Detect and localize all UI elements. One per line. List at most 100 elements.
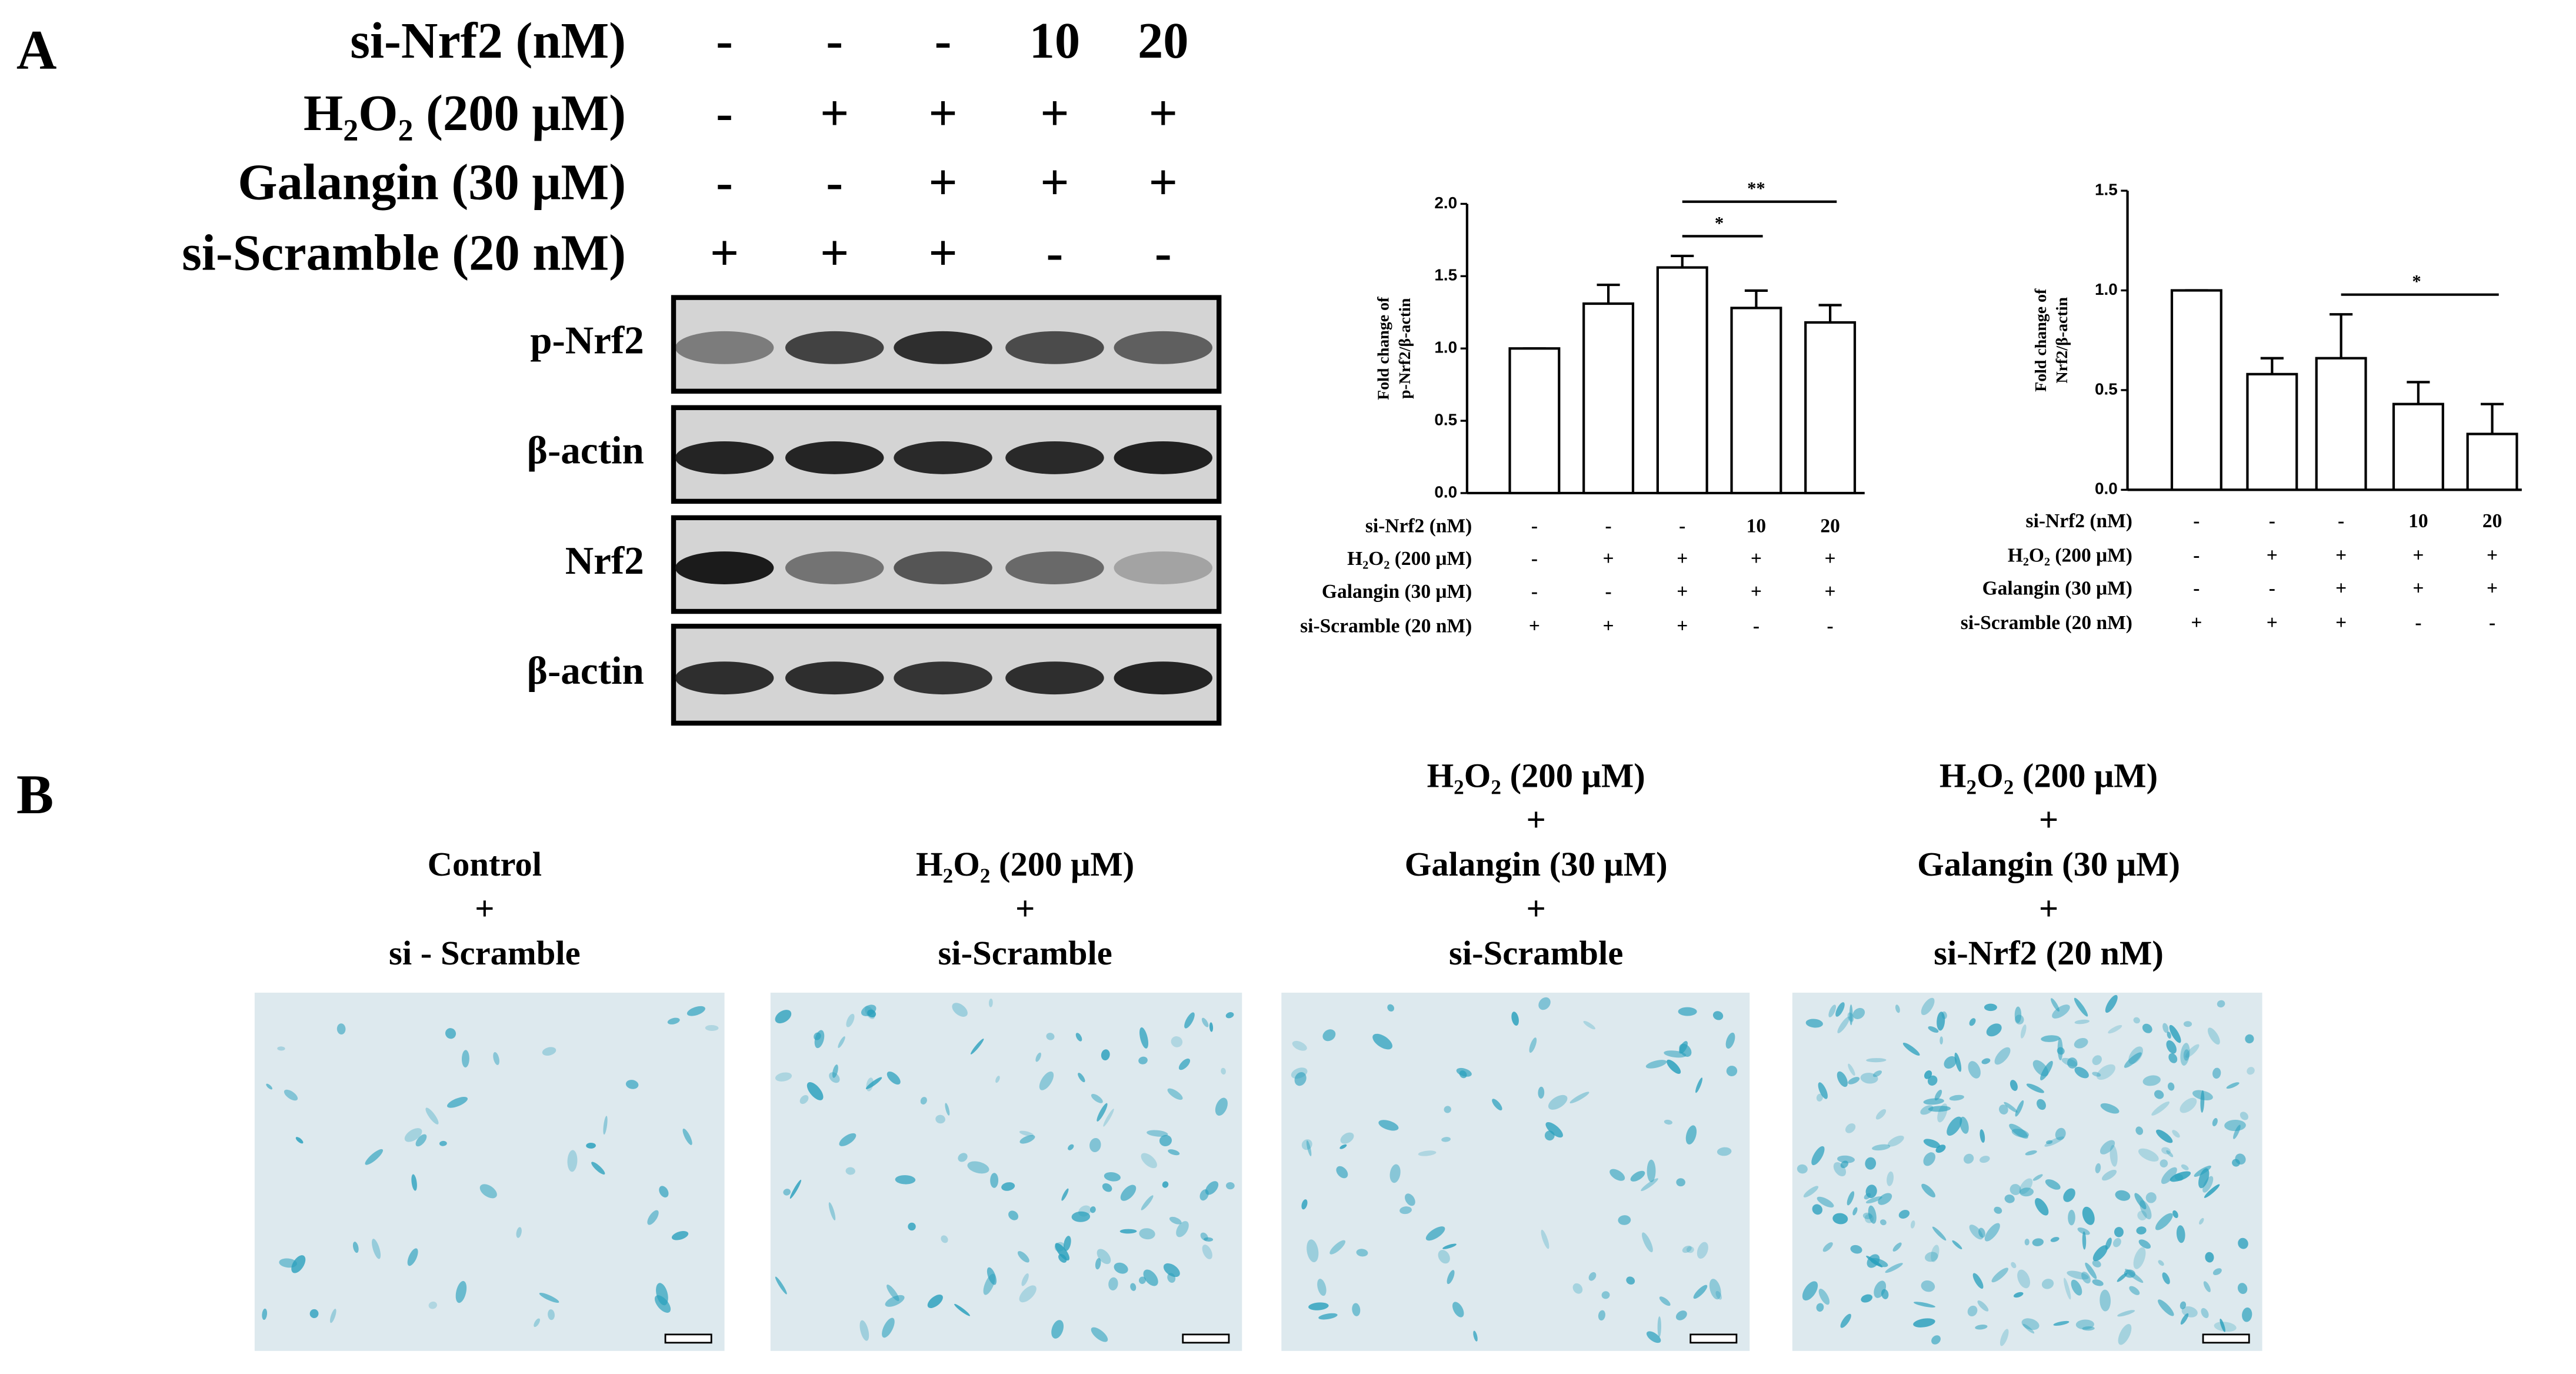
cell	[1984, 1223, 2000, 1242]
condition-value: +	[1825, 548, 1836, 570]
cell	[1572, 1283, 1583, 1294]
cell	[1679, 1043, 1692, 1057]
cell	[2045, 1140, 2053, 1145]
y-tick-label: 0.0	[2095, 480, 2118, 498]
cell	[2166, 1040, 2177, 1054]
cell	[1071, 1211, 1091, 1222]
cell	[1294, 1072, 1307, 1086]
cell	[1978, 1227, 1985, 1238]
cell	[2071, 1279, 2082, 1296]
cell	[1840, 1160, 1848, 1169]
condition-value: -	[2193, 545, 2200, 567]
cell	[2161, 1167, 2177, 1185]
condition-value: +	[1529, 616, 1540, 637]
condition-value: +	[1751, 548, 1762, 570]
micrograph	[254, 992, 725, 1351]
cell	[2105, 994, 2118, 1013]
cell	[1925, 1252, 1938, 1262]
cell	[548, 1309, 555, 1320]
condition-value: +	[820, 85, 849, 141]
cell	[1452, 1302, 1464, 1318]
cell	[859, 1320, 869, 1341]
cell	[1209, 1022, 1214, 1032]
image-caption: +	[475, 890, 494, 928]
cell	[2077, 1227, 2090, 1235]
scale-bar	[1182, 1333, 1230, 1344]
bar	[2466, 433, 2518, 491]
y-tick-label: 0.0	[1434, 483, 1457, 501]
condition-label: Galangin (30 μM)	[238, 154, 626, 210]
cell	[2155, 1213, 2173, 1230]
cell	[1981, 1058, 1991, 1064]
cell	[1816, 1303, 1824, 1312]
cell	[1352, 1303, 1361, 1316]
band-label: p-Nrf2	[530, 319, 644, 362]
cell	[1849, 1004, 1853, 1026]
image-caption: H₂O₂ (200 μM)	[1940, 756, 2158, 794]
cell	[647, 1210, 659, 1225]
cell	[1039, 1071, 1054, 1090]
cell	[493, 1052, 499, 1065]
cell	[2220, 1318, 2225, 1332]
bar	[1582, 302, 1635, 495]
cell	[1818, 1082, 1828, 1099]
cell	[336, 1023, 346, 1035]
cell	[352, 1242, 359, 1253]
cell	[2133, 1017, 2140, 1024]
cell	[1097, 1249, 1111, 1265]
cell	[2074, 1067, 2089, 1079]
cell	[2063, 1188, 2075, 1202]
cell	[1994, 1206, 2002, 1214]
cell	[2020, 1187, 2034, 1197]
cell	[1923, 1139, 1941, 1148]
condition-label: si-Scramble (20 nM)	[1300, 616, 1472, 637]
cell	[1017, 1251, 1029, 1263]
cell	[1642, 1232, 1653, 1253]
condition-value: -	[2269, 577, 2275, 599]
cell	[1949, 1094, 1964, 1101]
cell	[1215, 1097, 1228, 1116]
cell	[603, 1116, 608, 1135]
cell	[1418, 1150, 1437, 1156]
cell	[1868, 1205, 1877, 1224]
image-caption: Galangin (30 μM)	[1917, 845, 2180, 883]
cell	[1811, 1146, 1825, 1166]
cell	[2138, 1148, 2159, 1162]
cell	[1569, 1092, 1589, 1104]
cell	[1225, 1012, 1234, 1019]
cell	[1108, 1277, 1118, 1291]
band	[785, 441, 884, 474]
cell	[2125, 1269, 2144, 1283]
cell	[1845, 1123, 1856, 1133]
cell	[2247, 1067, 2255, 1075]
cell	[1162, 1181, 1169, 1188]
cell	[1657, 1316, 1661, 1338]
band-label: β-actin	[527, 429, 644, 473]
cell	[1835, 1002, 1845, 1017]
cell	[1102, 1183, 1112, 1192]
cell	[2115, 1190, 2131, 1201]
condition-label: si-Nrf2 (nM)	[1365, 515, 1472, 537]
cell	[1618, 1215, 1631, 1225]
condition-value: +	[2335, 577, 2347, 599]
cell	[2037, 1099, 2046, 1110]
cell	[1301, 1139, 1312, 1150]
cell	[845, 1167, 855, 1175]
cell	[1895, 1004, 1900, 1013]
band	[894, 441, 992, 474]
cell	[1511, 1012, 1519, 1026]
cell	[1887, 1135, 1904, 1147]
cell	[2135, 1126, 2144, 1135]
cell	[1101, 1049, 1110, 1060]
cell	[1019, 1285, 1037, 1303]
cell	[2009, 1123, 2028, 1139]
cell	[1130, 1283, 1137, 1291]
cell	[1887, 1171, 1894, 1186]
cell	[2167, 1032, 2171, 1039]
cell	[1667, 1059, 1681, 1074]
y-axis-label: p-Nrf2/β-actin	[1396, 298, 1414, 399]
band	[894, 661, 992, 695]
cell	[1659, 1296, 1671, 1306]
cell	[990, 1173, 999, 1188]
cell	[2212, 1268, 2222, 1276]
